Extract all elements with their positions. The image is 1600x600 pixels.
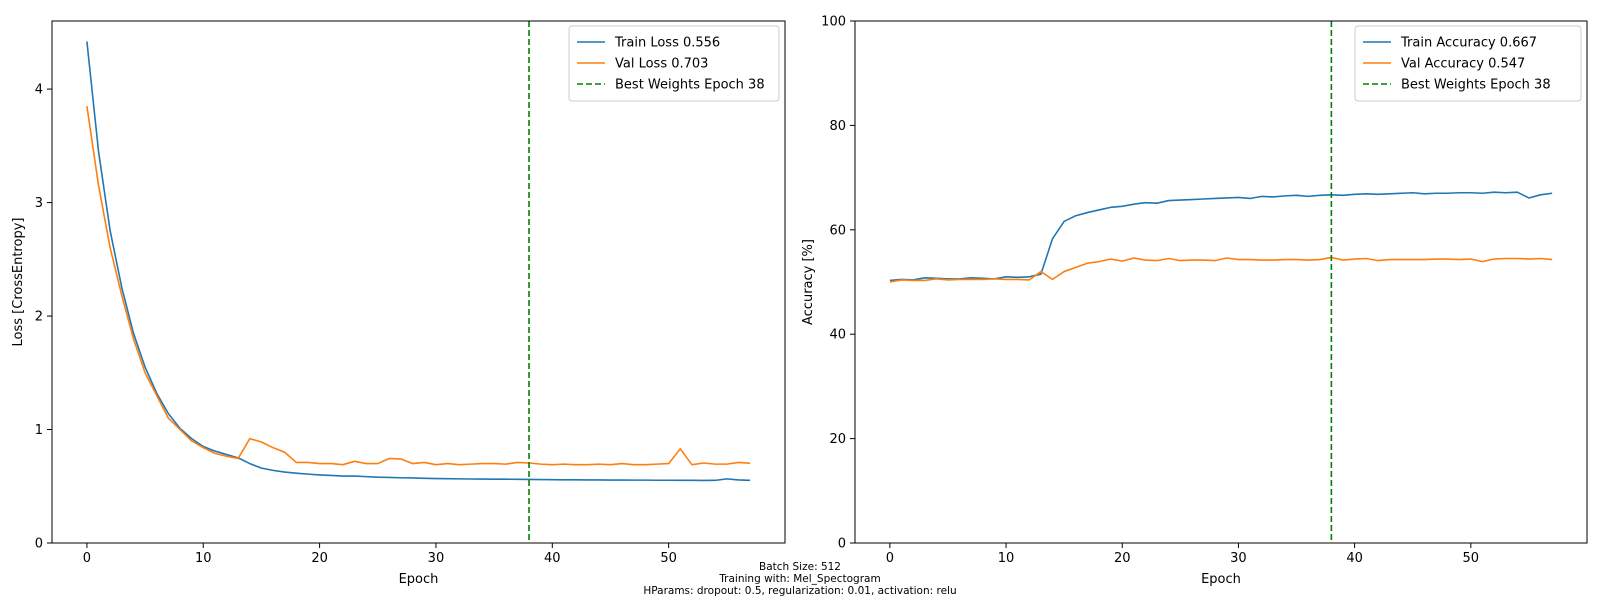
x-tick-label: 40 <box>544 551 561 566</box>
x-tick-label: 0 <box>886 551 894 566</box>
legend-label: Best Weights Epoch 38 <box>1401 78 1551 93</box>
y-tick-label: 1 <box>35 423 43 438</box>
x-axis-label: Epoch <box>1201 572 1241 587</box>
footer-hparams: HParams: dropout: 0.5, regularization: 0… <box>643 585 957 597</box>
x-tick-label: 30 <box>428 551 445 566</box>
series-line <box>86 105 751 466</box>
x-tick-label: 20 <box>311 551 328 566</box>
x-tick-label: 40 <box>1346 551 1363 566</box>
series-line <box>889 191 1553 282</box>
y-tick-label: 60 <box>829 223 846 238</box>
plot-frame <box>51 20 786 544</box>
legend-label: Val Accuracy 0.547 <box>1401 57 1525 72</box>
legend-label: Best Weights Epoch 38 <box>615 78 765 93</box>
x-tick-label: 50 <box>660 551 677 566</box>
x-tick-label: 10 <box>195 551 212 566</box>
loss-chart: 0 10 20 30 40 50 0 1 2 3 4 Epoch Loss [CrossEntropy]… <box>11 20 786 587</box>
y-tick-label: 0 <box>35 537 43 552</box>
footer-training-with: Training with: Mel_Spectogram <box>719 573 881 585</box>
legend: Train Accuracy 0.667 Val Accuracy 0.547 Be… <box>1354 25 1582 102</box>
y-tick-label: 100 <box>821 15 846 30</box>
x-tick-label: 10 <box>998 551 1015 566</box>
legend-label: Train Accuracy 0.667 <box>1400 36 1537 51</box>
legend-box <box>568 25 780 102</box>
y-tick-label: 0 <box>838 537 846 552</box>
y-tick-label: 80 <box>829 119 846 134</box>
plot-frame <box>854 20 1588 544</box>
accuracy-chart: 0 10 20 30 40 50 0 20 40 60 80 100 Epoch Accuracy [%]… <box>801 15 1588 587</box>
x-tick-label: 50 <box>1463 551 1480 566</box>
x-axis-label: Epoch <box>399 572 439 587</box>
footer-batch-size: Batch Size: 512 <box>759 561 841 573</box>
legend-box <box>1354 25 1582 102</box>
y-tick-label: 3 <box>35 196 43 211</box>
legend-label: Val Loss 0.703 <box>615 57 708 72</box>
x-tick-label: 30 <box>1230 551 1247 566</box>
legend-label: Train Loss 0.556 <box>614 36 720 51</box>
legend: Train Loss 0.556 Val Loss 0.703 Best Weigh… <box>568 25 780 102</box>
y-tick-label: 40 <box>829 328 846 343</box>
x-tick-label: 0 <box>83 551 91 566</box>
y-axis-label: Accuracy [%] <box>801 239 816 325</box>
y-tick-label: 2 <box>35 310 43 325</box>
y-tick-label: 20 <box>829 432 846 447</box>
y-tick-label: 4 <box>35 83 43 98</box>
series-line <box>889 256 1553 283</box>
x-tick-label: 20 <box>1114 551 1131 566</box>
y-axis-label: Loss [CrossEntropy] <box>11 218 26 347</box>
series-line <box>86 41 751 482</box>
